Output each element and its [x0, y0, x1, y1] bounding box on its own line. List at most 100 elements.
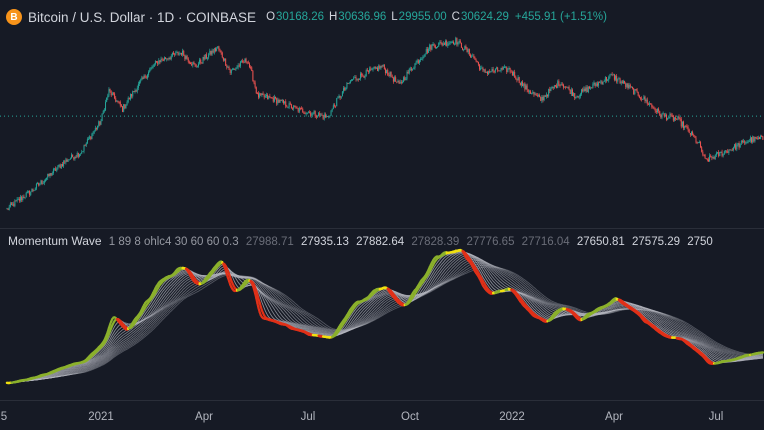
candle-body	[399, 81, 401, 84]
candle-body	[374, 66, 376, 69]
candle-body	[547, 94, 549, 97]
candle-body	[72, 154, 74, 158]
candle-body	[94, 128, 96, 131]
candle-body	[143, 75, 145, 79]
candle-body	[327, 116, 329, 117]
candle-body	[602, 81, 604, 85]
candle-body	[566, 87, 568, 88]
candle-body	[719, 151, 721, 156]
x-tick-label: 2022	[499, 411, 525, 423]
x-tick-label: Oct	[401, 411, 419, 423]
candle-body	[85, 143, 87, 146]
candle-body	[489, 71, 491, 73]
candle-body	[511, 71, 513, 76]
candle-body	[475, 59, 477, 62]
candle-body	[254, 82, 256, 88]
candle-body	[653, 107, 655, 109]
pane-divider[interactable]	[0, 228, 764, 229]
candle-body	[537, 95, 539, 96]
candle-body	[26, 191, 28, 193]
candle-body	[13, 203, 15, 207]
candle-body	[490, 71, 492, 73]
candle-body	[326, 116, 328, 118]
candle-body	[91, 133, 93, 140]
candle-body	[288, 103, 290, 108]
candle-body	[338, 95, 340, 98]
candle-body	[366, 70, 368, 71]
candle-body	[668, 117, 670, 119]
candle-body	[400, 81, 402, 83]
candle-body	[562, 84, 564, 88]
candle-body	[556, 85, 558, 89]
candle-body	[544, 95, 546, 97]
candle-body	[398, 80, 400, 84]
candle-body	[684, 125, 686, 129]
candle-body	[117, 100, 119, 102]
candle-body	[86, 139, 88, 144]
candle-body	[221, 52, 223, 58]
candle-body	[63, 161, 65, 167]
candle-body	[713, 156, 715, 159]
candle-body	[560, 83, 562, 86]
candle-body	[472, 55, 474, 57]
candle-body	[471, 56, 473, 58]
candle-body	[507, 68, 509, 72]
indicator-value: 27882.64	[356, 236, 405, 248]
candle-body	[690, 131, 692, 135]
wave-line	[6, 264, 763, 384]
candle-body	[428, 49, 430, 53]
candle-body	[33, 190, 35, 191]
symbol-title[interactable]: Bitcoin / U.S. Dollar · 1D · COINBASE	[28, 9, 257, 25]
candle-body	[707, 159, 709, 162]
candle-body	[701, 147, 703, 152]
candle-body	[69, 158, 71, 160]
candle-body	[683, 121, 685, 129]
candle-body	[671, 115, 673, 116]
candle-body	[71, 154, 73, 159]
candle-body	[723, 151, 725, 154]
candle-body	[258, 93, 260, 98]
candle-body	[692, 131, 694, 136]
candle-body	[531, 93, 533, 95]
candle-body	[65, 159, 67, 163]
time-axis[interactable]: 5 2021 Apr Jul Oct 2022 Apr Jul	[0, 400, 764, 430]
candle-body	[114, 93, 116, 99]
candle-body	[200, 59, 202, 63]
candle-body	[236, 67, 238, 69]
candle-body	[688, 129, 690, 134]
candle-body	[686, 126, 688, 128]
candle-body	[484, 69, 486, 73]
indicator-name[interactable]: Momentum Wave	[8, 234, 102, 248]
candle-body	[662, 113, 664, 115]
candle-body	[379, 65, 381, 69]
candle-body	[557, 81, 559, 89]
candle-body	[464, 46, 466, 50]
candle-body	[133, 91, 135, 93]
candle-body	[644, 96, 646, 102]
candle-body	[129, 94, 131, 100]
candle-body	[754, 136, 756, 142]
candle-body	[626, 83, 628, 87]
candle-body	[46, 177, 48, 180]
candle-body	[264, 96, 266, 98]
candle-body	[371, 69, 373, 71]
candle-body	[443, 43, 445, 45]
candle-body	[404, 77, 406, 81]
candle-body	[81, 151, 83, 154]
candle-body	[176, 52, 178, 53]
candle-body	[289, 103, 291, 105]
candle-body	[389, 71, 391, 76]
candle-body	[97, 125, 99, 129]
indicator-legend: Momentum Wave 1 89 8 ohlc4 30 60 60 0.3 …	[8, 234, 717, 248]
candle-body	[188, 61, 190, 63]
candle-body	[535, 93, 537, 95]
candle-body	[744, 140, 746, 144]
candle-body	[709, 155, 711, 162]
candle-body	[136, 87, 138, 92]
candle-body	[199, 59, 201, 64]
candle-body	[607, 80, 609, 82]
candle-body	[605, 77, 607, 81]
candle-body	[102, 110, 104, 114]
ohlc-low: L29955.00	[391, 11, 447, 23]
candle-body	[423, 56, 425, 58]
